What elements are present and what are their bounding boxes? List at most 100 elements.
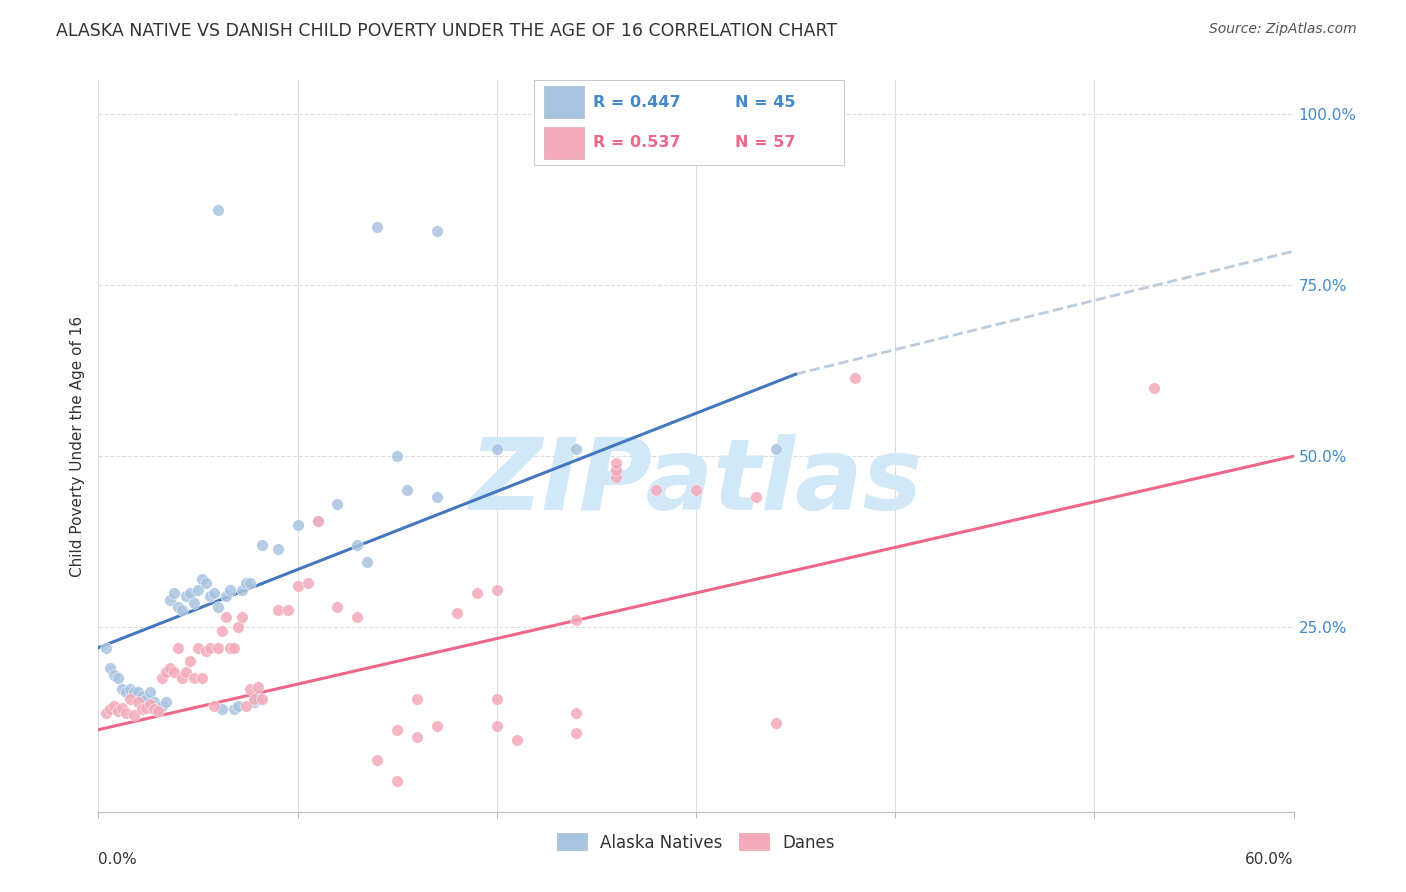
Text: R = 0.537: R = 0.537 [593, 136, 681, 151]
Point [191, 672, 214, 686]
Point [385, 449, 409, 463]
Point [231, 610, 253, 624]
Point [396, 483, 419, 498]
Point [385, 774, 409, 789]
Point [231, 582, 253, 597]
Point [195, 644, 218, 658]
Point [96, 706, 118, 720]
Point [485, 442, 508, 457]
Point [98, 702, 122, 716]
Point [150, 698, 173, 713]
Point [446, 607, 468, 621]
Point [115, 685, 138, 699]
Point [235, 575, 257, 590]
Point [215, 590, 238, 604]
Point [150, 672, 173, 686]
Point [426, 719, 449, 733]
Point [385, 723, 409, 737]
Point [277, 603, 299, 617]
Point [297, 575, 319, 590]
Point [179, 654, 201, 668]
FancyBboxPatch shape [544, 127, 583, 159]
Point [605, 463, 627, 477]
Point [250, 538, 273, 552]
Point [346, 538, 368, 552]
Point [485, 719, 508, 733]
Point [202, 586, 225, 600]
Point [226, 698, 249, 713]
Legend: Alaska Natives, Danes: Alaska Natives, Danes [550, 827, 842, 858]
Point [207, 203, 229, 218]
Point [107, 704, 129, 718]
Point [426, 490, 449, 504]
Point [202, 698, 225, 713]
Point [174, 665, 197, 679]
Point [267, 603, 290, 617]
Point [645, 483, 668, 498]
Point [98, 661, 122, 675]
Point [120, 681, 142, 696]
Point [198, 640, 221, 655]
Point [605, 463, 627, 477]
Point [565, 726, 588, 740]
Point [267, 541, 290, 556]
Point [163, 586, 186, 600]
Point [215, 610, 238, 624]
Point [219, 640, 242, 655]
Point [222, 702, 245, 716]
Point [406, 692, 429, 706]
Point [366, 220, 388, 235]
Point [239, 575, 262, 590]
Point [219, 582, 242, 597]
Point [287, 517, 309, 532]
Point [287, 579, 309, 593]
Point [307, 514, 329, 528]
Point [326, 599, 349, 614]
Point [605, 456, 627, 470]
Point [111, 701, 134, 715]
Point [485, 692, 508, 706]
Text: N = 45: N = 45 [735, 95, 796, 110]
Text: ZIPatlas: ZIPatlas [470, 434, 922, 531]
Point [195, 575, 218, 590]
Text: 0.0%: 0.0% [98, 852, 138, 867]
Point [139, 685, 162, 699]
Point [115, 706, 138, 720]
Point [103, 698, 125, 713]
Point [183, 596, 205, 610]
Point [111, 681, 134, 696]
Point [103, 668, 125, 682]
Point [765, 442, 787, 457]
FancyBboxPatch shape [544, 87, 583, 119]
Point [124, 707, 146, 722]
Point [406, 730, 429, 744]
Point [167, 640, 190, 655]
Point [207, 599, 229, 614]
Point [143, 695, 166, 709]
Point [131, 689, 153, 703]
Point [127, 685, 149, 699]
Text: ALASKA NATIVE VS DANISH CHILD POVERTY UNDER THE AGE OF 16 CORRELATION CHART: ALASKA NATIVE VS DANISH CHILD POVERTY UN… [56, 22, 838, 40]
Point [239, 681, 262, 696]
Point [187, 582, 209, 597]
Point [159, 661, 181, 675]
Point [131, 702, 153, 716]
Point [183, 672, 205, 686]
Point [135, 692, 157, 706]
Point [159, 592, 181, 607]
Point [246, 692, 269, 706]
Point [605, 469, 627, 483]
Point [485, 582, 508, 597]
Point [135, 701, 157, 715]
Point [127, 695, 149, 709]
Point [139, 697, 162, 711]
Point [148, 702, 170, 716]
Point [174, 590, 197, 604]
Point [191, 572, 214, 586]
Point [198, 590, 221, 604]
Point [211, 702, 233, 716]
Point [179, 586, 201, 600]
Point [465, 586, 488, 600]
Point [506, 733, 529, 747]
Point [243, 692, 266, 706]
